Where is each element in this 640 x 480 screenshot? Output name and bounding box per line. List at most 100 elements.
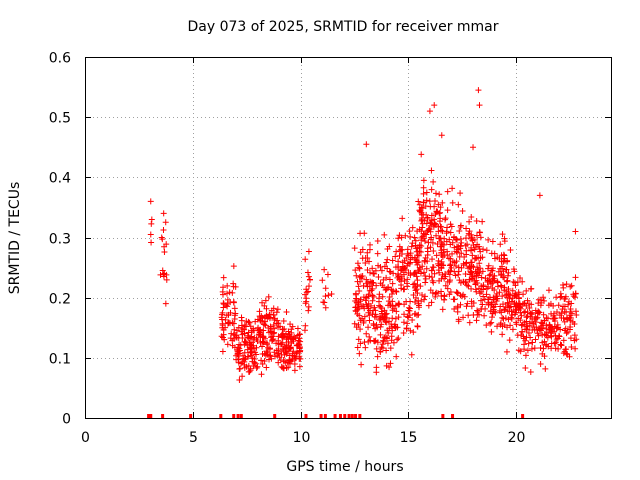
data-point [512,282,519,289]
data-point [432,198,439,205]
data-point [528,311,535,318]
data-point [422,279,429,286]
data-point [357,296,364,303]
data-point [418,151,425,158]
data-point [449,185,456,192]
grid [85,57,611,418]
data-point [520,291,527,298]
data-point [476,229,483,236]
data-point [282,359,289,366]
data-point [563,281,570,288]
data-point [365,293,372,300]
data-point [276,354,283,361]
data-point [522,308,529,315]
data-point [504,308,511,315]
data-point [405,314,412,321]
data-point [161,249,168,256]
data-point [357,326,364,333]
data-point [483,285,490,292]
axis-ticks: 0 5 10 15 20 0 0.1 0.2 0.3 0.4 0.5 0.6 [49,51,611,446]
data-point [374,250,381,257]
data-point [464,241,471,248]
data-point [394,263,401,270]
zero-marker [304,414,308,418]
data-point [545,329,552,336]
data-point [517,305,524,312]
data-point [387,268,394,275]
data-point [355,283,362,290]
data-point [247,323,254,330]
data-point [411,234,418,241]
data-point [407,327,414,334]
data-point [225,319,232,326]
data-point [489,238,496,245]
data-point [460,314,467,321]
data-point [413,273,420,280]
data-point [572,228,579,235]
chart-title: Day 073 of 2025, SRMTID for receiver mma… [187,19,498,35]
data-point [483,247,490,254]
data-point [473,288,480,295]
data-point [235,359,242,366]
data-point [492,301,499,308]
data-point [356,264,363,271]
data-point [536,326,543,333]
data-point [543,314,550,321]
data-point [262,339,269,346]
data-point [447,255,454,262]
data-point [525,340,532,347]
data-point [415,252,422,259]
data-point [552,315,559,322]
data-point [360,319,367,326]
zero-marker [358,414,362,418]
data-point [245,368,252,375]
data-point [556,333,563,340]
data-point [375,262,382,269]
data-point [375,274,382,281]
data-point [518,312,525,319]
data-point [437,223,444,230]
data-point [566,353,573,360]
data-point [427,244,434,251]
data-point [416,201,423,208]
data-point [462,270,469,277]
data-point [377,323,384,330]
data-point [360,294,367,301]
data-point [424,215,431,222]
data-point [487,320,494,327]
data-point [511,268,518,275]
data-point [501,307,508,314]
data-point [439,240,446,247]
data-point [234,346,241,353]
data-point [428,234,435,241]
data-point [250,362,257,369]
data-point [442,273,449,280]
data-point [253,365,260,372]
data-point [224,320,231,327]
data-point [431,203,438,210]
data-point [523,287,530,294]
data-point [241,349,248,356]
data-point [390,339,397,346]
data-point [428,299,435,306]
data-point [453,248,460,255]
data-point [377,348,384,355]
data-point [529,339,536,346]
data-point [398,273,405,280]
y-tick-label: 0.1 [49,352,71,368]
data-point [543,332,550,339]
data-point [224,282,231,289]
data-point [435,201,442,208]
data-point [542,365,549,372]
data-point [420,199,427,206]
data-point [396,252,403,259]
data-point [415,259,422,266]
data-point [567,335,574,342]
data-point [354,344,361,351]
data-point [519,321,526,328]
data-point [275,337,282,344]
y-tick-label: 0.6 [49,51,71,67]
data-point [256,308,263,315]
data-point [386,268,393,275]
data-point [377,331,384,338]
